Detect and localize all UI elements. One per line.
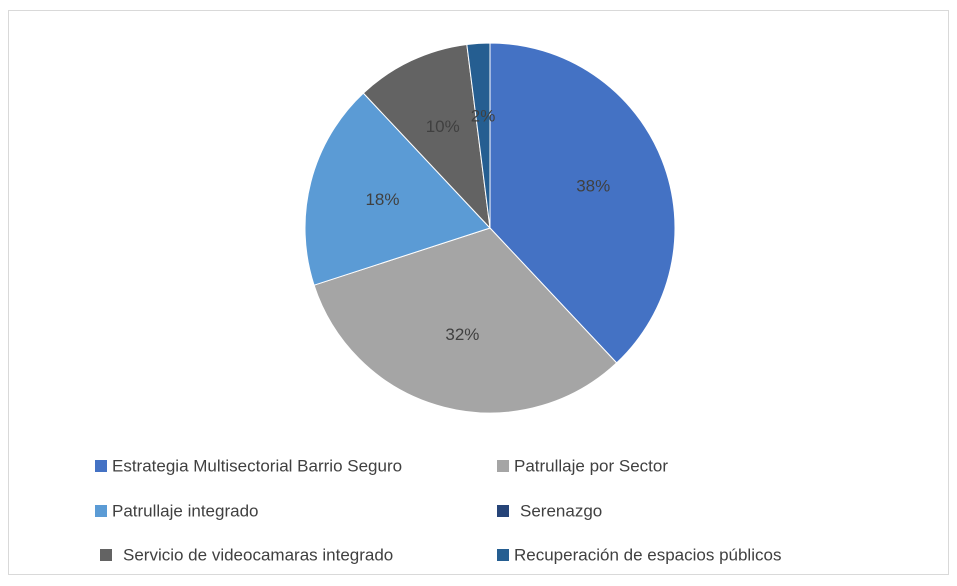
pie-slice	[304, 92, 491, 286]
legend-label: Serenazgo	[520, 501, 602, 520]
legend-swatch	[497, 505, 509, 517]
legend-swatch	[95, 460, 107, 472]
pie-slice	[313, 227, 618, 414]
legend-label: Patrullaje por Sector	[514, 456, 668, 475]
legend-swatch	[100, 549, 112, 561]
legend-swatch	[497, 460, 509, 472]
legend-label: Patrullaje integrado	[112, 501, 258, 520]
pie-slice	[362, 43, 491, 230]
pie-slice	[466, 42, 491, 229]
legend-swatch	[95, 505, 107, 517]
legend-label: Servicio de videocamaras integrado	[123, 545, 393, 564]
data-label: 38%	[576, 177, 610, 196]
data-label: 2%	[471, 107, 496, 126]
legend-swatch	[497, 549, 509, 561]
legend-label: Estrategia Multisectorial Barrio Seguro	[112, 456, 402, 475]
pie-slice	[489, 42, 676, 364]
data-label: 32%	[445, 325, 479, 344]
legend-label: Recuperación de espacios públicos	[514, 545, 781, 564]
data-label: 10%	[426, 117, 460, 136]
data-label: 18%	[365, 190, 399, 209]
